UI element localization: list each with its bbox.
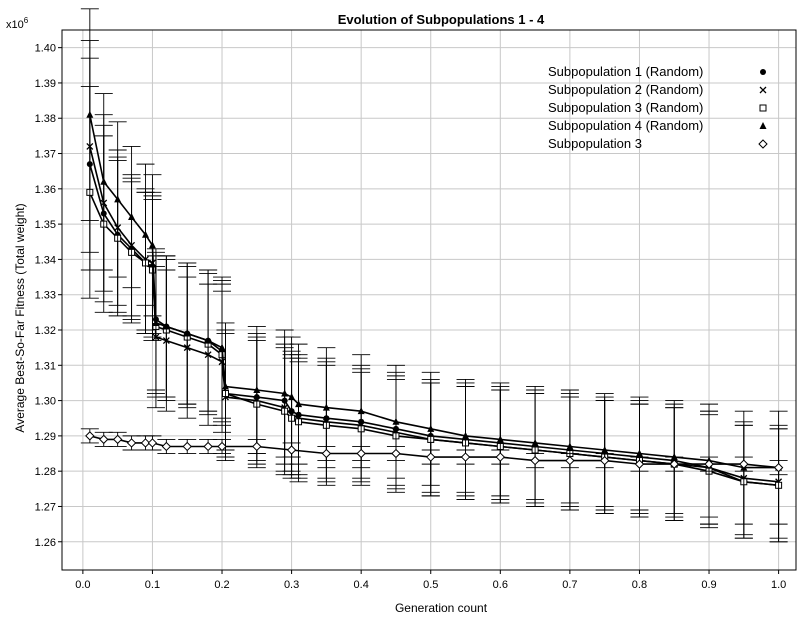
y-tick-label: 1.34 [35, 254, 56, 266]
x-tick-label: 0.4 [354, 579, 369, 591]
y-tick-label: 1.37 [35, 149, 56, 161]
chart-title: Evolution of Subpopulations 1 - 4 [338, 12, 545, 27]
y-tick-label: 1.36 [35, 184, 56, 196]
x-tick-label: 0.8 [632, 579, 647, 591]
data-point [760, 105, 766, 111]
y-tick-label: 1.32 [35, 325, 56, 337]
y-tick-label: 1.35 [35, 219, 56, 231]
x-tick-label: 0.3 [284, 579, 299, 591]
y-multiplier: x106 [6, 16, 29, 31]
y-tick-label: 1.30 [35, 396, 56, 408]
y-multiplier-exponent: 6 [24, 16, 29, 25]
x-tick-label: 0.2 [214, 579, 229, 591]
x-tick-label: 0.0 [75, 579, 90, 591]
x-tick-label: 0.9 [701, 579, 716, 591]
x-tick-label: 1.0 [771, 579, 786, 591]
y-axis-label: Average Best-So-Far Fitness (Total weigh… [13, 203, 27, 432]
y-tick-label: 1.29 [35, 431, 56, 443]
x-tick-label: 0.6 [493, 579, 508, 591]
legend-entry-label: Subpopulation 3 (Random) [548, 100, 703, 115]
y-tick-label: 1.26 [35, 537, 56, 549]
y-tick-label: 1.40 [35, 43, 56, 55]
y-tick-label: 1.33 [35, 290, 56, 302]
legend-entry-label: Subpopulation 3 [548, 136, 642, 151]
y-tick-label: 1.39 [35, 78, 56, 90]
y-tick-label: 1.31 [35, 360, 56, 372]
y-tick-label: 1.28 [35, 466, 56, 478]
legend-entry-label: Subpopulation 2 (Random) [548, 82, 703, 97]
y-tick-label: 1.38 [35, 113, 56, 125]
legend-entry-label: Subpopulation 4 (Random) [548, 118, 703, 133]
legend-entry-label: Subpopulation 1 (Random) [548, 64, 703, 79]
data-point [760, 69, 766, 75]
x-tick-label: 0.5 [423, 579, 438, 591]
y-tick-label: 1.27 [35, 501, 56, 513]
x-tick-label: 0.1 [145, 579, 160, 591]
x-tick-label: 0.7 [562, 579, 577, 591]
x-axis-label: Generation count [395, 601, 488, 615]
